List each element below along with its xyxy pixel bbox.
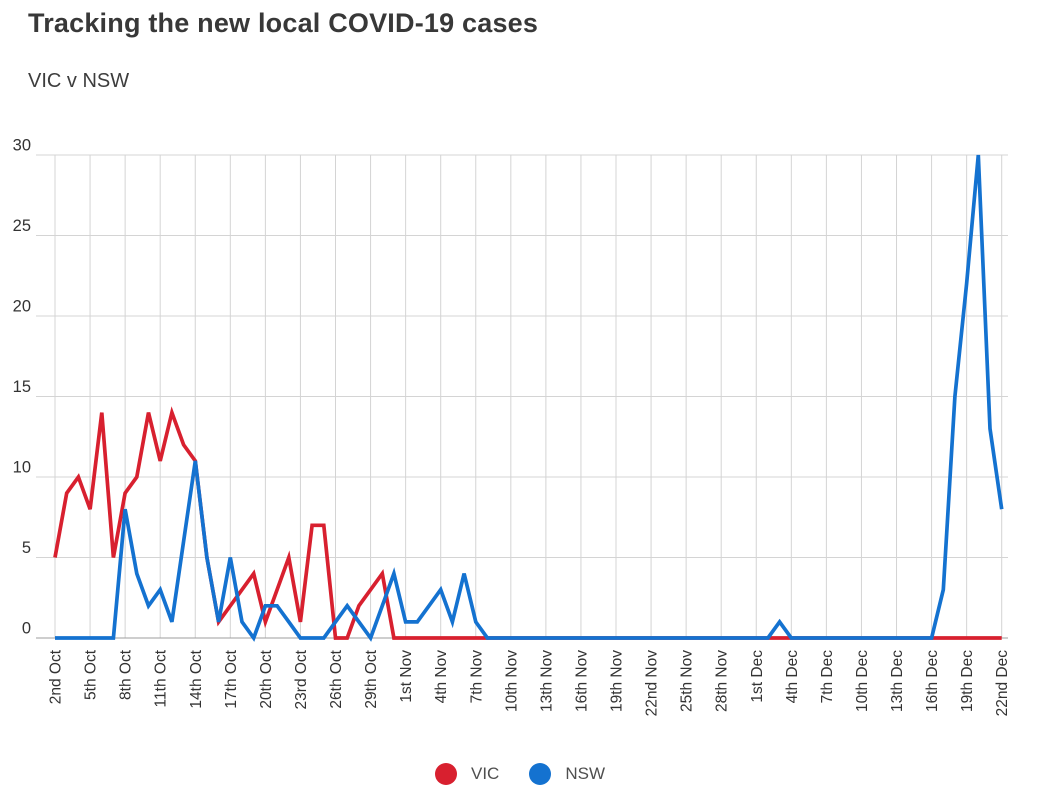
x-tick-label: 5th Oct xyxy=(83,649,100,700)
x-tick-label: 22nd Dec xyxy=(994,650,1011,717)
vic-series-label: VIC xyxy=(470,764,500,783)
x-tick-label: 26th Oct xyxy=(328,649,345,708)
legend-item-vic: VIC xyxy=(434,763,500,785)
x-tick-label: 4th Nov xyxy=(433,650,450,704)
x-tick-label: 10th Nov xyxy=(503,650,520,712)
y-tick-label: 0 xyxy=(22,620,31,638)
page-subtitle: VIC v NSW xyxy=(28,70,130,92)
nsw-line xyxy=(55,154,1004,642)
x-tick-label: 8th Oct xyxy=(118,649,135,700)
x-tick-label: 19th Dec xyxy=(959,650,976,712)
x-tick-label: 22nd Nov xyxy=(644,650,661,717)
x-tick-label: 28th Nov xyxy=(714,650,731,712)
x-tick-label: 19th Nov xyxy=(609,650,626,712)
legend-item-nsw: NSW xyxy=(529,763,605,785)
x-tick-label: 23rd Oct xyxy=(293,649,310,709)
x-tick-label: 16th Nov xyxy=(573,650,590,712)
x-tick-label: 20th Oct xyxy=(258,649,275,708)
nsw-series-swatch xyxy=(529,763,552,785)
x-tick-label: 2nd Oct xyxy=(48,649,65,704)
x-tick-label: 1st Nov xyxy=(398,650,415,703)
chart-canvas: 0 5 10 15 20 25 30 2nd Oct 5th Oct 8th Oct 11th Oc… xyxy=(13,137,1012,717)
x-tick-label: 7th Nov xyxy=(468,650,485,704)
y-tick-label: 25 xyxy=(13,217,31,235)
vic-line xyxy=(53,406,1002,640)
y-tick-label: 30 xyxy=(13,137,31,155)
chart-legend: VIC NSW xyxy=(0,763,1040,785)
x-tick-label: 25th Nov xyxy=(679,650,696,712)
y-tick-label: 15 xyxy=(13,378,31,396)
x-tick-label: 11th Oct xyxy=(153,649,170,707)
line-chart: 0 5 10 15 20 25 30 2nd Oct 5th Oct 8th Oct 11th Oc… xyxy=(13,137,1012,717)
x-tick-label: 16th Dec xyxy=(924,650,941,712)
nsw-series-label: NSW xyxy=(565,764,605,783)
x-tick-label: 7th Dec xyxy=(819,650,836,704)
x-tick-label: 17th Oct xyxy=(223,649,240,708)
x-tick-label: 4th Dec xyxy=(784,650,801,704)
vic-series-swatch xyxy=(434,763,457,785)
x-tick-label: 1st Dec xyxy=(749,650,766,703)
x-tick-label: 14th Oct xyxy=(188,649,205,708)
x-tick-label: 10th Dec xyxy=(854,650,871,712)
y-tick-label: 10 xyxy=(13,459,31,477)
x-tick-label: 29th Oct xyxy=(363,649,380,708)
x-tick-label: 13th Dec xyxy=(889,650,906,712)
x-tick-label: 13th Nov xyxy=(538,650,555,712)
page-title: Tracking the new local COVID-19 cases xyxy=(28,8,539,38)
y-tick-label: 5 xyxy=(22,539,31,557)
y-tick-label: 20 xyxy=(13,298,31,316)
